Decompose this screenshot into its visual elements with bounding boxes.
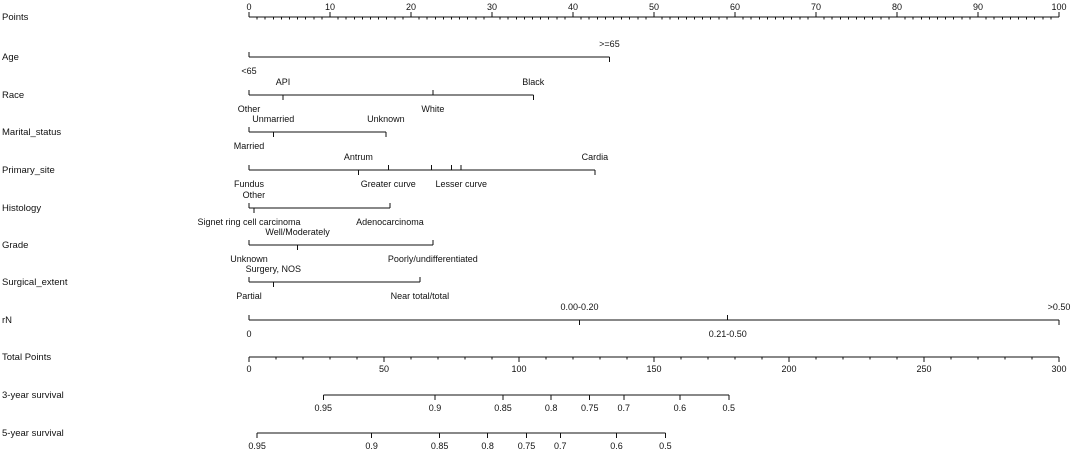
axis-label-points: Points — [2, 12, 29, 23]
race-level-black: Black — [522, 77, 545, 87]
primary-site-level-greater-curve: Greater curve — [361, 179, 416, 189]
3-year-survival-tick-label: 0.7 — [618, 403, 631, 413]
axis-label-age: Age — [2, 52, 19, 63]
grade-level-unknown: Unknown — [230, 254, 268, 264]
total-points-tick-label: 200 — [781, 364, 796, 374]
total-points-tick-label: 0 — [246, 364, 251, 374]
points-tick-label: 10 — [325, 2, 335, 12]
age-level-65: <65 — [241, 66, 256, 76]
primary-site-level-antrum: Antrum — [344, 152, 373, 162]
marital-status-level-married: Married — [234, 141, 265, 151]
histology-level-adenocarcinoma: Adenocarcinoma — [356, 217, 424, 227]
axis-label-race: Race — [2, 90, 24, 101]
axis-label-grade: Grade — [2, 240, 28, 251]
age-level-65: >=65 — [599, 39, 620, 49]
3-year-survival-tick-label: 0.9 — [429, 403, 442, 413]
histology-level-signet-ring-cell-carcinoma: Signet ring cell carcinoma — [197, 217, 300, 227]
3-year-survival-tick-label: 0.5 — [723, 403, 736, 413]
5-year-survival-tick-label: 0.7 — [554, 441, 567, 451]
marital-status-level-unmarried: Unmarried — [252, 114, 294, 124]
5-year-survival-tick-label: 0.5 — [659, 441, 672, 451]
histology-level-other: Other — [243, 190, 266, 200]
3-year-survival-tick-label: 0.85 — [494, 403, 512, 413]
rn-level-0: 0 — [246, 329, 251, 339]
rn-level-0-00-0-20: 0.00-0.20 — [560, 302, 598, 312]
race-level-api: API — [276, 77, 291, 87]
points-tick-label: 30 — [487, 2, 497, 12]
points-tick-label: 100 — [1051, 2, 1066, 12]
race-level-white: White — [421, 104, 444, 114]
points-tick-label: 40 — [568, 2, 578, 12]
3-year-survival-tick-label: 0.6 — [674, 403, 687, 413]
total-points-tick-label: 300 — [1051, 364, 1066, 374]
surgical-extent-level-near-total-total: Near total/total — [391, 291, 450, 301]
axis-label-marital-status: Marital_status — [2, 127, 61, 138]
race-level-other: Other — [238, 104, 261, 114]
rn-level-0-50: >0.50 — [1048, 302, 1071, 312]
rn-level-0-21-0-50: 0.21-0.50 — [709, 329, 747, 339]
points-tick-label: 60 — [730, 2, 740, 12]
surgical-extent-level-surgery-nos: Surgery, NOS — [246, 264, 301, 274]
points-tick-label: 80 — [892, 2, 902, 12]
5-year-survival-tick-label: 0.95 — [248, 441, 266, 451]
total-points-tick-label: 50 — [379, 364, 389, 374]
points-tick-label: 0 — [246, 2, 251, 12]
axis-label-rn: rN — [2, 315, 12, 326]
marital-status-level-unknown: Unknown — [367, 114, 405, 124]
5-year-survival-tick-label: 0.8 — [481, 441, 494, 451]
grade-level-well-moderately: Well/Moderately — [265, 227, 330, 237]
total-points-tick-label: 100 — [511, 364, 526, 374]
5-year-survival-tick-label: 0.75 — [518, 441, 536, 451]
grade-level-poorly-undifferentiated: Poorly/undifferentiated — [388, 254, 478, 264]
axis-label-5-year-survival: 5-year survival — [2, 428, 64, 439]
5-year-survival-tick-label: 0.6 — [610, 441, 623, 451]
primary-site-level-fundus: Fundus — [234, 179, 265, 189]
axis-label-surgical-extent: Surgical_extent — [2, 277, 68, 288]
3-year-survival-tick-label: 0.95 — [314, 403, 332, 413]
points-tick-label: 70 — [811, 2, 821, 12]
total-points-tick-label: 150 — [646, 364, 661, 374]
primary-site-level-cardia: Cardia — [582, 152, 609, 162]
5-year-survival-tick-label: 0.9 — [365, 441, 378, 451]
axis-label-histology: Histology — [2, 203, 41, 214]
total-points-tick-label: 250 — [916, 364, 931, 374]
points-tick-label: 50 — [649, 2, 659, 12]
points-tick-label: 20 — [406, 2, 416, 12]
3-year-survival-tick-label: 0.8 — [545, 403, 558, 413]
5-year-survival-tick-label: 0.85 — [431, 441, 449, 451]
axis-label-3-year-survival: 3-year survival — [2, 390, 64, 401]
3-year-survival-tick-label: 0.75 — [581, 403, 599, 413]
axis-label-primary-site: Primary_site — [2, 165, 55, 176]
axis-label-total-points: Total Points — [2, 352, 51, 363]
primary-site-level-lesser-curve: Lesser curve — [435, 179, 487, 189]
surgical-extent-level-partial: Partial — [236, 291, 262, 301]
points-tick-label: 90 — [973, 2, 983, 12]
